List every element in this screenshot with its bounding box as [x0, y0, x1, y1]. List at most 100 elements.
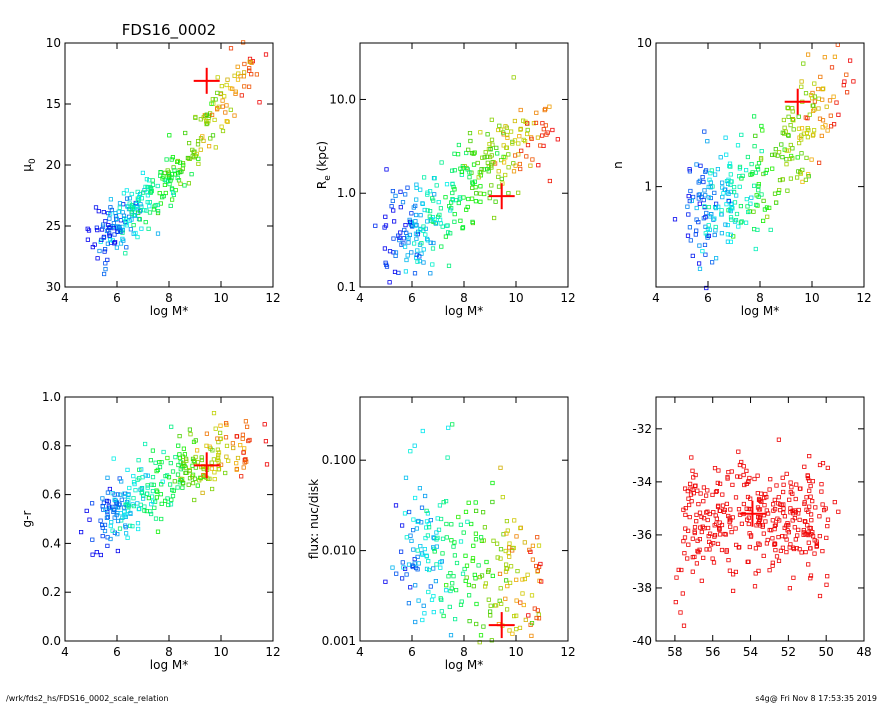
data-point: [421, 224, 426, 229]
data-point: [727, 568, 733, 573]
data-point: [796, 511, 801, 516]
data-point: [193, 438, 198, 443]
data-point: [688, 188, 693, 194]
data-point: [438, 206, 444, 211]
data-point: [807, 488, 812, 493]
data-point: [138, 202, 143, 207]
data-point: [182, 183, 187, 188]
data-point: [393, 193, 398, 198]
data-point: [384, 264, 390, 269]
x-tick-label: 50: [819, 645, 834, 659]
data-point: [241, 450, 246, 455]
data-point: [113, 240, 118, 245]
data-point: [705, 139, 710, 144]
data-point: [768, 227, 773, 232]
data-point: [764, 205, 770, 210]
data-point: [403, 475, 409, 480]
data-point: [168, 203, 173, 208]
data-point: [790, 109, 795, 114]
data-point: [499, 176, 504, 181]
data-point: [482, 584, 488, 589]
data-point: [443, 234, 449, 239]
data-point: [416, 518, 421, 524]
data-point: [851, 79, 856, 84]
data-point: [107, 233, 112, 238]
data-point: [728, 507, 733, 512]
data-point: [79, 530, 84, 535]
data-point: [525, 142, 531, 148]
data-point: [728, 172, 733, 177]
data-point: [796, 169, 801, 174]
data-point: [777, 150, 782, 155]
x-tick-label: 10: [508, 291, 523, 305]
data-point: [396, 270, 401, 276]
x-tick-label: 4: [356, 645, 364, 659]
data-point: [431, 594, 436, 599]
data-point: [470, 181, 476, 186]
data-point: [177, 160, 183, 165]
data-point: [487, 141, 492, 147]
data-point: [432, 217, 438, 222]
data-point: [804, 495, 809, 500]
data-point: [108, 536, 113, 542]
data-point: [756, 160, 762, 166]
data-point: [478, 191, 483, 196]
data-point: [147, 184, 153, 190]
data-point: [824, 582, 829, 587]
data-point: [796, 114, 801, 119]
x-tick-label: 10: [213, 291, 228, 305]
panel-4: 4 6 8 10 12 0.0 0.2 0.4 0.6 0.8 1.0 log M* g-r: [20, 390, 281, 672]
data-point: [539, 579, 544, 584]
data-point: [773, 541, 778, 547]
data-point: [488, 603, 493, 608]
data-point: [490, 499, 495, 505]
data-point: [726, 181, 731, 186]
data-point: [200, 490, 205, 496]
data-point: [447, 604, 452, 610]
data-point: [505, 528, 510, 533]
data-point: [402, 511, 408, 516]
data-point: [704, 493, 709, 498]
data-point: [514, 534, 519, 539]
data-point: [819, 489, 824, 494]
data-point: [235, 455, 241, 461]
data-point: [773, 548, 778, 553]
data-point: [115, 532, 120, 537]
data-point: [165, 168, 170, 173]
data-point: [542, 108, 547, 113]
data-point: [711, 509, 716, 515]
data-point: [424, 236, 430, 242]
data-point: [190, 480, 196, 486]
x-axis-label: log M*: [445, 658, 483, 672]
data-point: [495, 555, 500, 560]
data-point: [140, 496, 146, 501]
x-tick-label: 52: [781, 645, 796, 659]
data-point: [816, 86, 821, 92]
data-point: [201, 115, 206, 120]
data-point: [115, 229, 120, 234]
data-point: [118, 511, 123, 516]
data-point: [216, 450, 222, 455]
data-point: [123, 512, 128, 517]
data-point: [707, 539, 712, 545]
data-point: [812, 81, 817, 86]
data-point: [114, 245, 119, 250]
data-point: [447, 203, 452, 209]
data-point: [788, 480, 793, 485]
data-point: [112, 497, 117, 502]
data-point: [452, 187, 457, 192]
data-point: [464, 575, 469, 580]
data-point: [107, 486, 112, 492]
data-point: [797, 517, 802, 523]
data-point: [119, 479, 124, 484]
data-point: [414, 526, 420, 531]
data-point: [433, 221, 439, 226]
data-point: [478, 130, 483, 135]
data-point: [448, 633, 454, 638]
y-axis-label: flux: nuc/disk: [307, 479, 321, 559]
x-tick-label: 12: [560, 291, 575, 305]
data-point: [732, 189, 737, 195]
data-point: [757, 496, 762, 502]
data-point: [774, 554, 780, 559]
x-tick-label: 4: [61, 291, 69, 305]
